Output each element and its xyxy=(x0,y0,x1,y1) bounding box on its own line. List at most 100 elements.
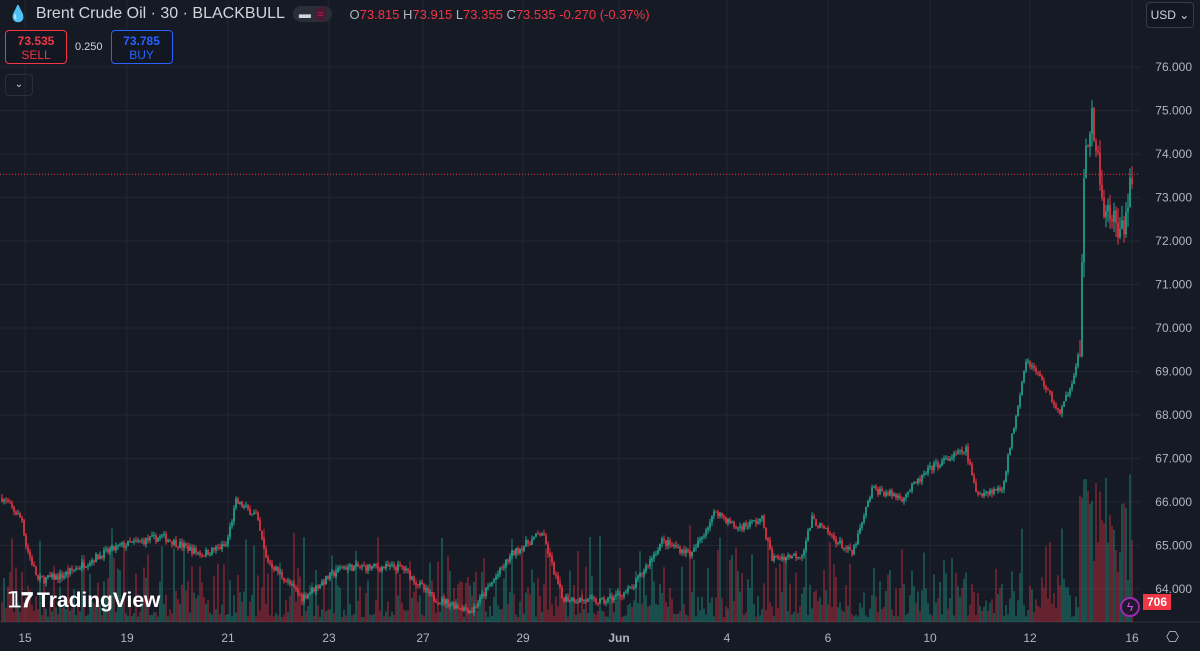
volume-bar xyxy=(925,588,927,622)
volume-bar xyxy=(267,573,269,622)
candle xyxy=(267,557,269,562)
volume-bar xyxy=(13,612,15,622)
tradingview-logo[interactable]: 𝟙𝟕 TradingView xyxy=(8,588,160,613)
volume-bar xyxy=(927,603,929,622)
candle xyxy=(301,594,303,602)
candle xyxy=(639,573,641,577)
volume-bar xyxy=(975,615,977,622)
candle xyxy=(689,551,691,557)
lightning-icon[interactable]: ϟ xyxy=(1120,597,1140,617)
candle xyxy=(493,579,495,583)
volume-bar xyxy=(1053,593,1055,622)
volume-bar xyxy=(315,569,317,622)
currency-select[interactable]: USD ⌄ xyxy=(1146,2,1194,28)
volume-bar xyxy=(103,581,105,622)
candle xyxy=(871,487,873,498)
candle xyxy=(339,567,341,569)
chevron-down-icon[interactable]: ⌄ xyxy=(5,74,33,96)
volume-bar xyxy=(1079,495,1081,622)
volume-bar xyxy=(721,597,723,622)
volume-bar xyxy=(141,596,143,622)
low-label: L xyxy=(455,6,464,22)
volume-bar xyxy=(277,615,279,622)
candle xyxy=(195,547,197,553)
candle xyxy=(247,505,249,509)
candle xyxy=(685,549,687,554)
volume-bar xyxy=(477,610,479,622)
candle xyxy=(1003,481,1005,490)
candle xyxy=(687,549,689,552)
volume-bar xyxy=(819,597,821,622)
volume-bar xyxy=(1043,587,1045,622)
candle xyxy=(757,521,759,524)
volume-bar xyxy=(977,593,979,622)
candle xyxy=(941,460,943,466)
candle xyxy=(367,564,369,571)
candle xyxy=(793,553,795,556)
volume-bar xyxy=(869,608,871,622)
candle xyxy=(77,568,79,570)
volume-bar xyxy=(1019,572,1021,622)
volume-bar xyxy=(753,604,755,622)
candle xyxy=(921,474,923,482)
volume-bar xyxy=(919,611,921,622)
volume-bar xyxy=(211,614,213,622)
candle xyxy=(291,583,293,585)
candle xyxy=(789,554,791,559)
candle xyxy=(333,571,335,577)
candle xyxy=(797,557,799,559)
candle xyxy=(695,547,697,549)
candle xyxy=(69,568,71,575)
buy-button[interactable]: 73.785 BUY xyxy=(110,30,173,64)
visibility-toggle[interactable]: ▬ ≈ xyxy=(292,6,332,22)
volume-bar xyxy=(377,537,379,622)
volume-bar xyxy=(1093,560,1095,622)
volume-bar xyxy=(857,616,859,622)
candle xyxy=(353,565,355,571)
candle xyxy=(29,551,31,558)
volume-bar xyxy=(957,586,959,622)
x-tick-label: 23 xyxy=(322,631,336,645)
volume-bar xyxy=(685,614,687,622)
volume-bar xyxy=(7,586,9,622)
candle xyxy=(969,461,971,465)
candle xyxy=(873,486,875,488)
volume-bar xyxy=(783,557,785,622)
volume-bar xyxy=(653,581,655,622)
symbol-title[interactable]: Brent Crude Oil · 30 · BLACKBULL xyxy=(35,5,285,22)
candle xyxy=(135,540,137,542)
volume-bar xyxy=(689,525,691,622)
candle xyxy=(1067,394,1069,396)
volume-bar xyxy=(911,570,913,622)
sell-button[interactable]: 73.535 SELL xyxy=(5,30,67,64)
volume-bar xyxy=(27,585,29,622)
candle xyxy=(833,535,835,540)
candle xyxy=(191,546,193,554)
candle xyxy=(483,594,485,597)
settings-icon[interactable]: ⎔ xyxy=(1166,629,1180,646)
volume-bar xyxy=(249,601,251,622)
candle xyxy=(883,491,885,496)
candle xyxy=(165,534,167,542)
candle xyxy=(355,563,357,566)
candle xyxy=(349,564,351,567)
volume-bar xyxy=(333,613,335,622)
volume-bar xyxy=(827,604,829,622)
volume-bar xyxy=(741,572,743,622)
volume-bar xyxy=(939,581,941,622)
candle xyxy=(465,607,467,610)
volume-bar xyxy=(273,616,275,622)
volume-bar xyxy=(651,555,653,622)
candle xyxy=(551,556,553,563)
candle xyxy=(673,544,675,546)
volume-bar xyxy=(431,580,433,622)
candle xyxy=(813,515,815,519)
candle xyxy=(173,539,175,545)
candle xyxy=(51,574,53,578)
volume-bar xyxy=(881,609,883,622)
volume-bar xyxy=(935,602,937,622)
y-tick-label: 67.000 xyxy=(1155,452,1192,466)
volume-bar xyxy=(57,613,59,622)
candle xyxy=(413,576,415,583)
